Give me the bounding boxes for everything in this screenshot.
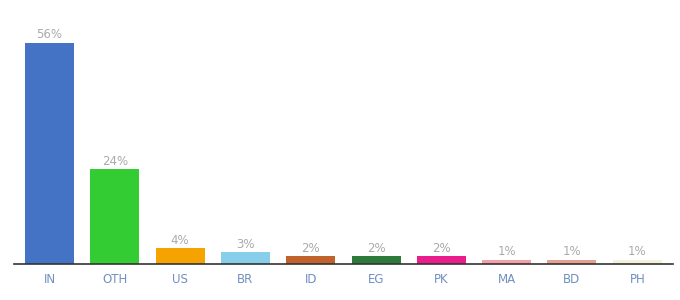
Text: 1%: 1% [497,245,516,259]
Text: 1%: 1% [562,245,581,259]
Bar [90,169,139,264]
Bar [482,260,531,264]
Bar [25,43,74,264]
Text: 2%: 2% [367,242,386,254]
Bar [352,256,401,264]
Bar [286,256,335,264]
Text: 2%: 2% [432,242,451,254]
Bar [156,248,205,264]
Bar [221,252,270,264]
Text: 2%: 2% [301,242,320,254]
Bar [417,256,466,264]
Text: 3%: 3% [236,238,255,250]
Text: 56%: 56% [37,28,63,41]
Text: 24%: 24% [102,154,128,168]
Bar [547,260,596,264]
Text: 1%: 1% [628,245,647,259]
Text: 4%: 4% [171,234,190,247]
Bar [613,260,662,264]
